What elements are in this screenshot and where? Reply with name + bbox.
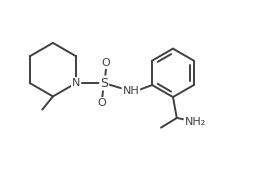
- Text: N: N: [72, 78, 80, 88]
- Text: O: O: [98, 98, 107, 108]
- Text: NH₂: NH₂: [185, 117, 206, 127]
- Text: O: O: [102, 58, 111, 68]
- Text: S: S: [100, 76, 108, 90]
- Text: NH: NH: [123, 86, 139, 96]
